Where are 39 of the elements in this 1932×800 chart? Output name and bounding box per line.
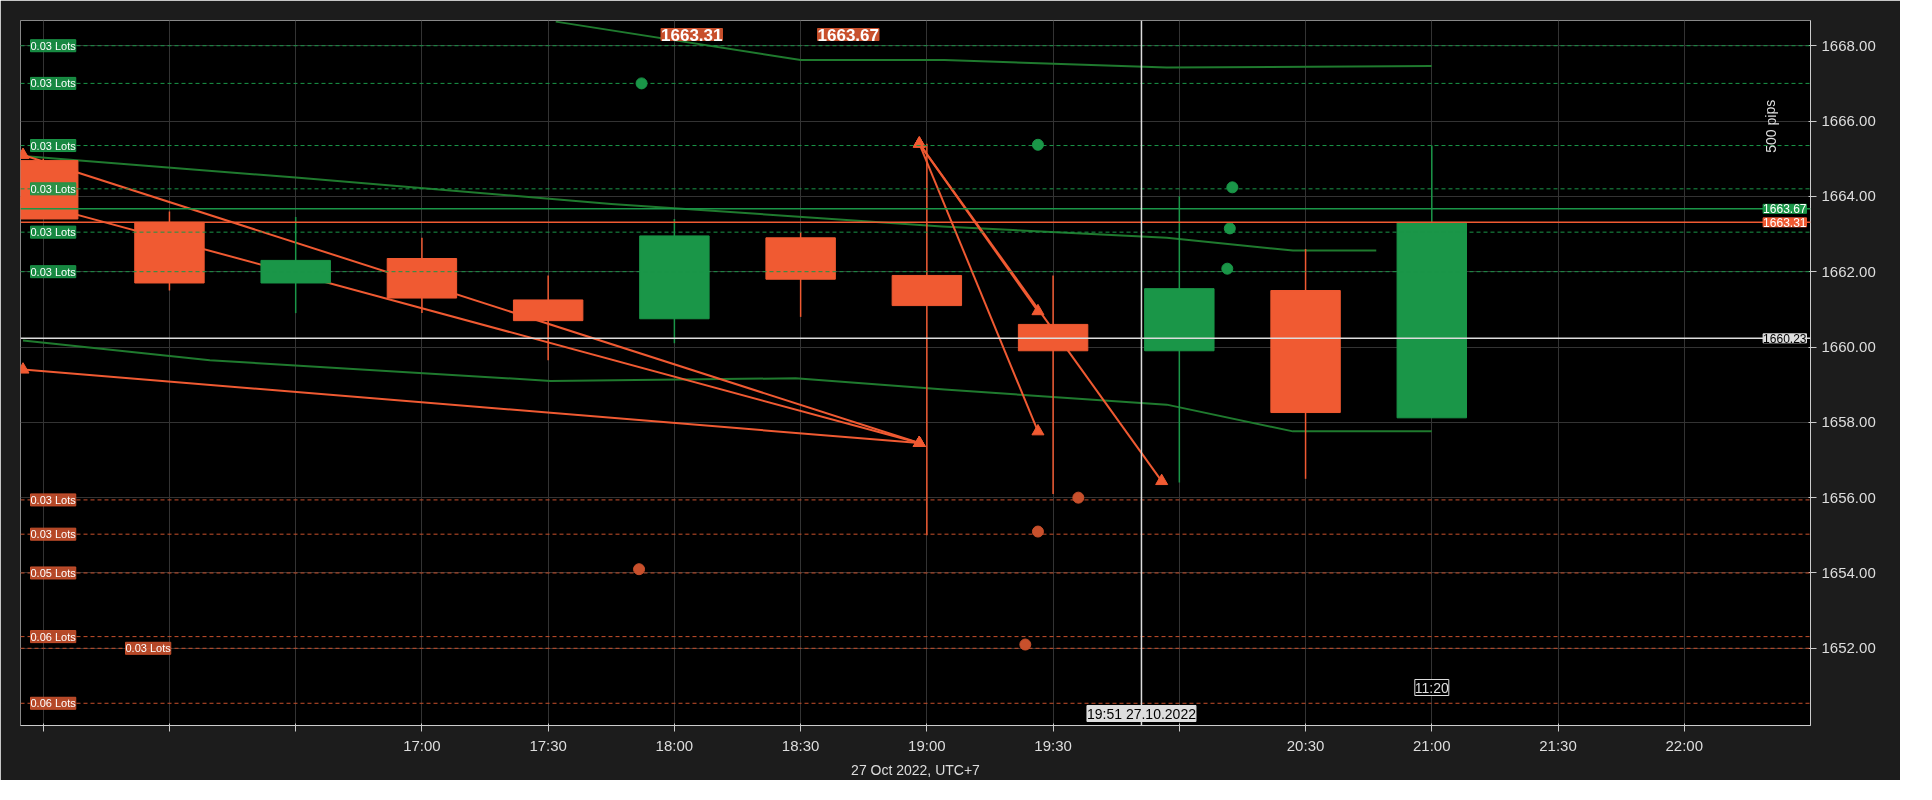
ref-line-label: 0.06 Lots xyxy=(30,697,77,710)
y-tick-label: 1652.00 xyxy=(1821,639,1876,657)
annotation: 1663.31 xyxy=(661,25,723,45)
ref-line-label: 0.03 Lots xyxy=(30,182,77,195)
ref-line-label: 0.03 Lots xyxy=(125,642,172,655)
ref-line-label: 0.03 Lots xyxy=(30,528,77,541)
annotation: 1663.67 xyxy=(817,25,880,45)
annotation: 19:51 27.10.2022 xyxy=(1086,705,1197,722)
ref-line-label: 1660.23 xyxy=(1763,331,1807,346)
y-tick-label: 1660.00 xyxy=(1821,338,1876,356)
ref-line-label: 0.03 Lots xyxy=(30,226,77,239)
ref-line-label: 0.03 Lots xyxy=(30,77,77,90)
ref-line-label: 0.06 Lots xyxy=(30,630,77,643)
y-tick-label: 1662.00 xyxy=(1821,262,1876,280)
x-tick-label: 20:30 xyxy=(1286,736,1325,754)
y-tick-label: 1664.00 xyxy=(1821,187,1876,205)
annotation: 500 pips xyxy=(1762,99,1779,153)
ref-line-label: 0.05 Lots xyxy=(30,566,77,579)
x-tick-label: 18:30 xyxy=(781,736,820,754)
y-tick-label: 1668.00 xyxy=(1821,36,1876,54)
x-tick-label: 17:30 xyxy=(529,736,567,754)
ref-line-label: 1663.31 xyxy=(1763,215,1807,230)
y-tick-label: 1658.00 xyxy=(1821,413,1876,431)
y-tick-label: 1656.00 xyxy=(1821,488,1876,506)
x-tick-label: 19:30 xyxy=(1034,736,1072,754)
y-tick-label: 1666.00 xyxy=(1821,112,1876,130)
ref-line-label: 0.03 Lots xyxy=(30,139,77,152)
x-tick-label: 17:00 xyxy=(403,736,441,754)
ref-line-label: 0.03 Lots xyxy=(30,265,77,278)
x-axis-title: 27 Oct 2022, UTC+7 xyxy=(851,761,981,778)
x-tick-label: 18:00 xyxy=(655,736,694,754)
x-tick-label: 22:00 xyxy=(1665,736,1704,754)
ref-line-label: 0.03 Lots xyxy=(30,493,77,506)
ref-line-label: 0.03 Lots xyxy=(30,39,77,52)
ref-line-label: 1663.67 xyxy=(1763,202,1807,217)
x-tick-label: 21:00 xyxy=(1413,736,1451,754)
x-tick-label: 19:00 xyxy=(908,736,946,754)
x-tick-label: 21:30 xyxy=(1539,736,1577,754)
y-tick-label: 1654.00 xyxy=(1821,563,1876,581)
